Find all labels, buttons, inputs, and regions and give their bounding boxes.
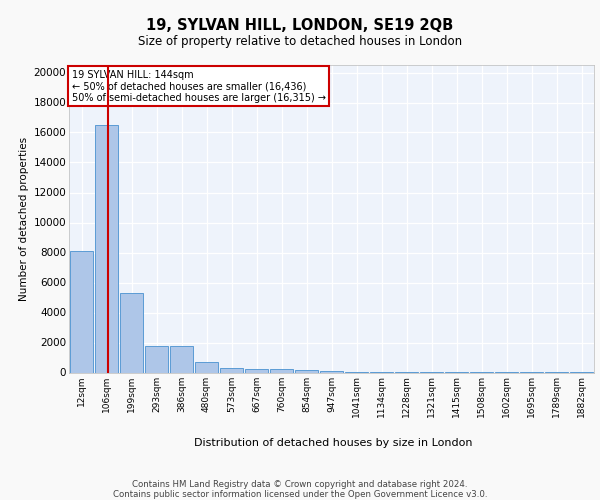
Bar bbox=[320, 370, 343, 372]
Bar bbox=[270, 369, 293, 372]
Text: Contains public sector information licensed under the Open Government Licence v3: Contains public sector information licen… bbox=[113, 490, 487, 499]
Bar bbox=[220, 368, 243, 372]
Bar bbox=[95, 125, 118, 372]
Bar bbox=[145, 346, 168, 372]
Text: Distribution of detached houses by size in London: Distribution of detached houses by size … bbox=[194, 438, 472, 448]
Y-axis label: Number of detached properties: Number of detached properties bbox=[19, 136, 29, 301]
Bar bbox=[170, 346, 193, 372]
Text: 19 SYLVAN HILL: 144sqm
← 50% of detached houses are smaller (16,436)
50% of semi: 19 SYLVAN HILL: 144sqm ← 50% of detached… bbox=[71, 70, 326, 103]
Bar bbox=[295, 370, 318, 372]
Bar bbox=[245, 369, 268, 372]
Bar bbox=[120, 293, 143, 372]
Text: Size of property relative to detached houses in London: Size of property relative to detached ho… bbox=[138, 35, 462, 48]
Bar bbox=[70, 251, 93, 372]
Text: Contains HM Land Registry data © Crown copyright and database right 2024.: Contains HM Land Registry data © Crown c… bbox=[132, 480, 468, 489]
Bar bbox=[195, 362, 218, 372]
Text: 19, SYLVAN HILL, LONDON, SE19 2QB: 19, SYLVAN HILL, LONDON, SE19 2QB bbox=[146, 18, 454, 32]
